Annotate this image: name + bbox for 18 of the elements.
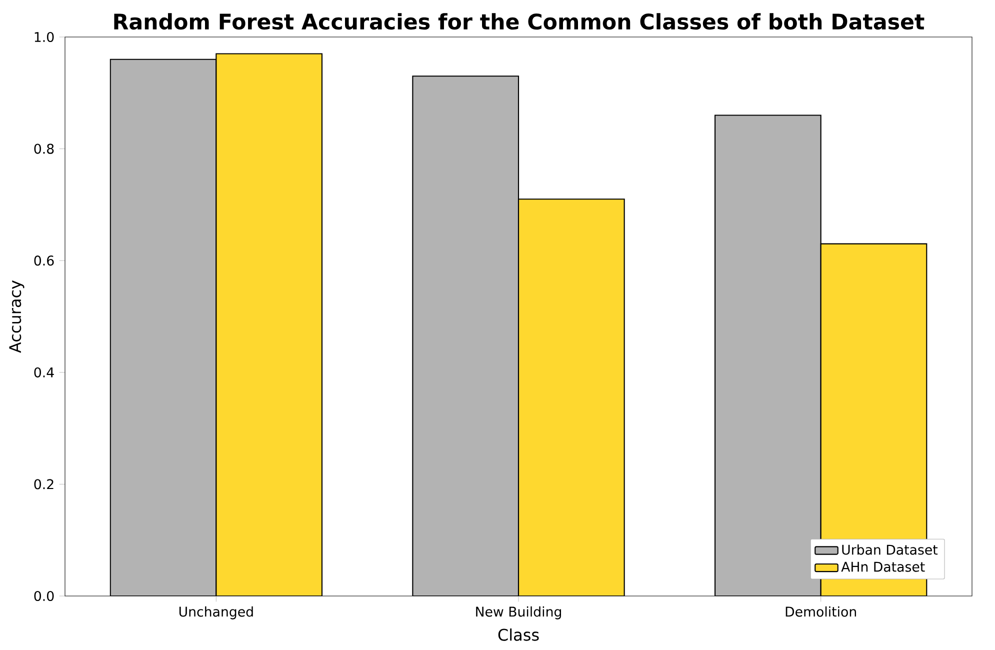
y-tick-label: 1.0 bbox=[34, 32, 54, 42]
bar bbox=[518, 198, 625, 596]
bar bbox=[412, 76, 520, 596]
y-tick-label: 0.4 bbox=[34, 367, 54, 378]
bar bbox=[216, 53, 323, 596]
x-tick-label: New Building bbox=[476, 606, 561, 620]
chart-title: Random Forest Accuracies for the Common Classes of both Dataset bbox=[114, 13, 924, 30]
legend-label: AHn Dataset bbox=[841, 562, 925, 572]
y-tick-label: 0.2 bbox=[34, 479, 54, 490]
y-tick-label: 0.6 bbox=[34, 256, 54, 266]
bar bbox=[110, 58, 217, 596]
x-tick-label: Demolition bbox=[786, 606, 856, 617]
y-tick-label: 0.8 bbox=[34, 144, 54, 154]
x-axis-title: Class bbox=[498, 628, 539, 641]
y-axis-title: Accuracy bbox=[9, 280, 24, 353]
x-tick-label: Unchanged bbox=[179, 606, 253, 620]
legend-label: Urban Dataset bbox=[842, 544, 938, 555]
y-tick-label: 0.0 bbox=[34, 590, 54, 602]
